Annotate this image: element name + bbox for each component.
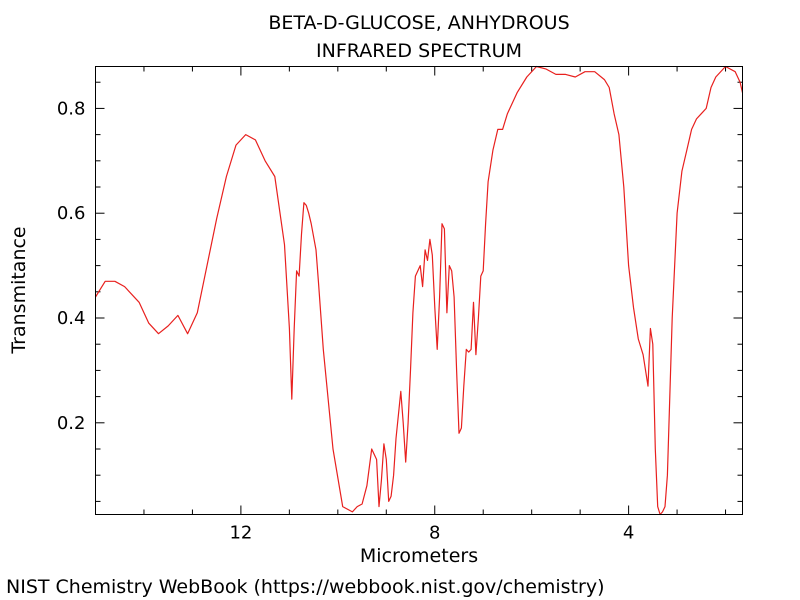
y-tick-label: 0.4 <box>57 308 86 329</box>
axis-tick-labels: 12 8 4 0.2 0.4 0.6 0.8 <box>57 98 634 543</box>
chart-title-line-1: BETA-D-GLUCOSE, ANHYDROUS <box>268 12 569 34</box>
y-tick-label: 0.8 <box>57 98 86 119</box>
x-axis-label: Micrometers <box>360 545 478 567</box>
x-tick-label: 8 <box>429 523 440 544</box>
y-axis-label: Transmitance <box>8 226 30 354</box>
plot-frame <box>95 66 743 515</box>
spectrum-line <box>94 65 744 516</box>
axis-ticks <box>95 66 743 515</box>
y-tick-label: 0.2 <box>57 413 86 434</box>
x-tick-label: 12 <box>229 523 252 544</box>
x-tick-label: 4 <box>623 523 634 544</box>
chart-title-line-2: INFRARED SPECTRUM <box>316 40 522 62</box>
source-footer: NIST Chemistry WebBook (https://webbook.… <box>6 576 605 598</box>
y-tick-label: 0.6 <box>57 203 86 224</box>
